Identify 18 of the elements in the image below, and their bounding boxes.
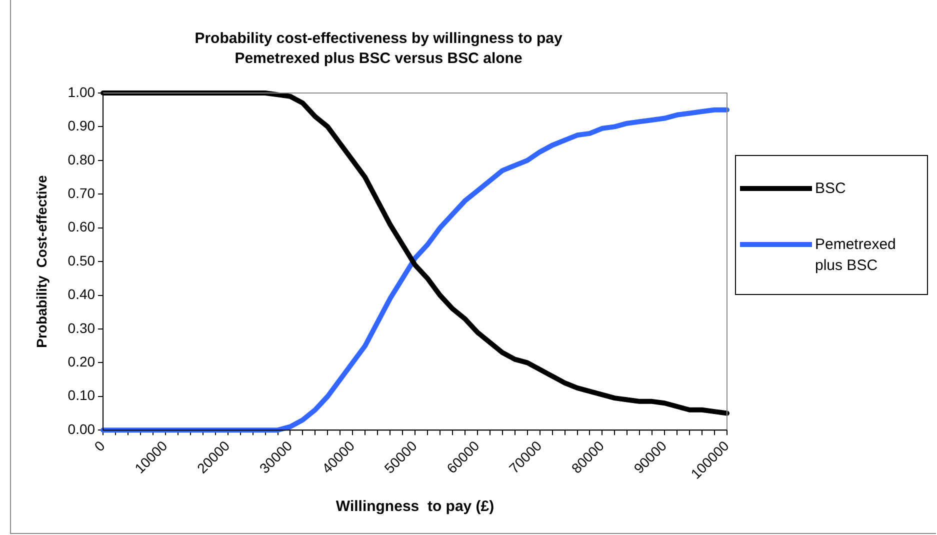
x-axis-title: Willingness to pay (£)	[336, 498, 494, 516]
chart-subtitle: Pemetrexed plus BSC versus BSC alone	[234, 50, 522, 68]
y-tick-label: 0.50	[68, 252, 96, 268]
x-tick-label: 0	[91, 437, 108, 454]
y-tick-label: 0.70	[68, 184, 96, 201]
y-tick-label: 0.80	[68, 151, 96, 168]
y-tick-label: 0.40	[68, 286, 96, 302]
y-axis-title: Probability Cost-effective	[33, 174, 50, 348]
y-tick-label: 0.30	[68, 320, 96, 336]
legend-label: BSC	[815, 179, 847, 199]
y-tick-label: 0.00	[68, 420, 96, 437]
y-tick-label: 0.60	[68, 218, 96, 235]
y-tick-label: 1.00	[68, 84, 96, 100]
y-tick-label: 0.10	[68, 387, 96, 404]
y-tick-label: 0.20	[68, 354, 96, 370]
chart-title: Probability cost-effectiveness by willingness to pay	[194, 30, 563, 48]
legend-label: Pemetrexed plus BSC	[815, 235, 897, 276]
y-tick-label: 0.90	[68, 118, 96, 134]
